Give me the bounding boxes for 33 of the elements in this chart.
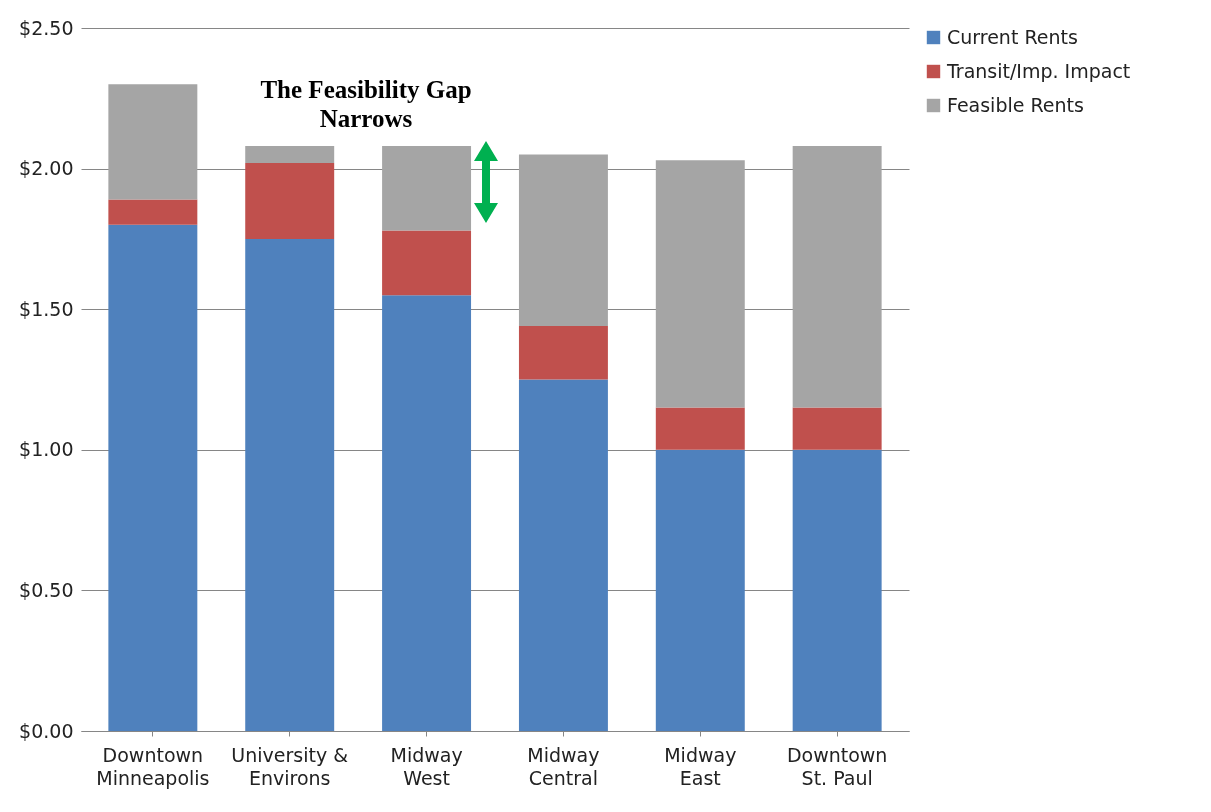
bar	[518, 154, 608, 327]
x-tick-label: Midway Central	[527, 743, 600, 789]
bar	[245, 162, 335, 239]
legend-label: Feasible Rents	[947, 93, 1084, 116]
legend-label: Current Rents	[947, 25, 1078, 48]
bar	[108, 224, 198, 731]
bar	[655, 407, 745, 450]
y-tick-label: $0.50	[19, 578, 74, 601]
bar	[792, 449, 882, 731]
bar	[245, 238, 335, 731]
bar	[655, 160, 745, 408]
bar	[245, 146, 335, 163]
y-tick-label: $1.00	[19, 438, 74, 461]
x-tick-label: Downtown St. Paul	[786, 743, 888, 789]
bar	[382, 295, 472, 731]
x-tick-label: University & Environs	[231, 743, 349, 789]
bar	[518, 326, 608, 380]
y-tick-label: $2.00	[19, 157, 74, 180]
bar	[108, 84, 198, 200]
y-tick-label: $1.50	[19, 297, 74, 320]
bar	[382, 230, 472, 296]
bar	[792, 407, 882, 450]
bar	[792, 146, 882, 408]
bar	[518, 379, 608, 731]
x-tick-label: Downtown Minneapolis	[96, 743, 210, 789]
x-tick-label: Midway East	[664, 743, 737, 789]
text: The Feasibility Gap Narrows	[260, 76, 472, 132]
y-tick-label: $2.50	[19, 16, 74, 39]
y-tick-label: $0.00	[19, 719, 74, 742]
legend-label: Transit/Imp. Impact	[946, 59, 1131, 82]
bar	[108, 199, 198, 225]
x-tick-label: Midway West	[390, 743, 463, 789]
bar	[655, 449, 745, 731]
